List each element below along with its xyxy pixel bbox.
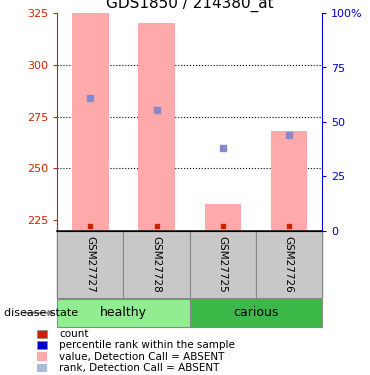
Bar xyxy=(57,299,189,327)
Bar xyxy=(270,131,307,231)
Text: healthy: healthy xyxy=(100,306,147,320)
Bar xyxy=(205,204,241,231)
Text: value, Detection Call = ABSENT: value, Detection Call = ABSENT xyxy=(59,352,225,362)
Bar xyxy=(57,231,124,298)
Bar xyxy=(189,299,322,327)
Text: rank, Detection Call = ABSENT: rank, Detection Call = ABSENT xyxy=(59,363,219,373)
Text: disease state: disease state xyxy=(4,308,78,318)
Bar xyxy=(37,364,47,372)
Bar xyxy=(138,24,175,231)
Title: GDS1850 / 214380_at: GDS1850 / 214380_at xyxy=(106,0,273,12)
Text: GSM27727: GSM27727 xyxy=(85,236,95,293)
Bar xyxy=(37,330,47,338)
Text: GSM27725: GSM27725 xyxy=(218,236,228,293)
Bar xyxy=(256,231,322,298)
Text: percentile rank within the sample: percentile rank within the sample xyxy=(59,340,235,350)
Bar xyxy=(37,341,47,350)
Text: count: count xyxy=(59,329,89,339)
Bar xyxy=(72,13,109,231)
Text: GSM27726: GSM27726 xyxy=(284,236,294,293)
Bar xyxy=(37,352,47,361)
Text: carious: carious xyxy=(233,306,279,320)
Bar xyxy=(124,231,189,298)
Bar xyxy=(189,231,256,298)
Text: GSM27728: GSM27728 xyxy=(152,236,162,293)
